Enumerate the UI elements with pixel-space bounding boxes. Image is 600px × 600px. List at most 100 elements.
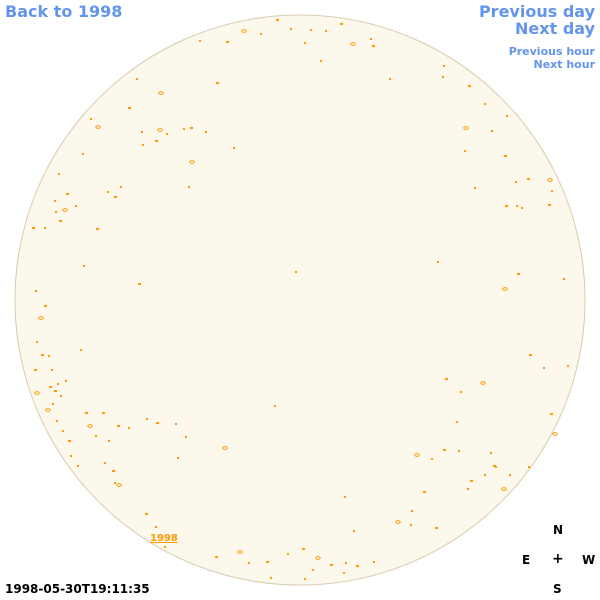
object-marker (468, 85, 471, 87)
object-marker (410, 524, 412, 526)
object-marker (155, 140, 158, 142)
previous-day-link[interactable]: Previous day (478, 2, 595, 21)
object-marker (114, 196, 117, 198)
object-markers (32, 19, 569, 580)
object-marker (41, 354, 44, 356)
object-marker (516, 205, 518, 207)
object-marker (44, 305, 47, 307)
object-marker (96, 228, 99, 230)
object-marker (260, 33, 262, 35)
object-marker (330, 564, 333, 566)
object-marker (502, 287, 508, 291)
object-marker (68, 440, 71, 442)
object-marker (112, 470, 115, 472)
object-marker (85, 412, 88, 414)
object-marker (52, 403, 54, 405)
object-marker (62, 430, 64, 432)
compass-east: E (522, 553, 531, 567)
object-marker (164, 546, 166, 548)
object-marker (233, 147, 235, 149)
object-marker (146, 418, 148, 420)
object-marker (484, 103, 486, 105)
object-marker (45, 408, 51, 412)
object-marker (70, 455, 72, 457)
object-marker (290, 28, 292, 30)
object-marker (389, 78, 391, 80)
object-marker (563, 278, 565, 280)
object-marker (344, 496, 346, 498)
object-marker (62, 208, 68, 212)
object-marker (474, 187, 476, 189)
object-marker (65, 380, 67, 382)
object-marker (552, 432, 558, 436)
object-marker (116, 483, 122, 487)
object-marker (437, 261, 439, 263)
object-marker (548, 204, 551, 206)
object-marker (56, 420, 58, 422)
timestamp-label: 1998-05-30T19:11:35 (5, 582, 150, 596)
object-marker (463, 126, 469, 130)
object-marker (445, 378, 448, 380)
object-marker (48, 355, 50, 357)
object-marker (505, 205, 508, 207)
object-marker (521, 207, 523, 209)
object-marker (107, 191, 109, 193)
object-marker (120, 186, 122, 188)
object-marker (82, 153, 84, 155)
compass-south: S (553, 582, 562, 596)
object-marker (490, 452, 492, 454)
object-marker (128, 107, 131, 109)
object-marker (205, 131, 207, 133)
object-marker (464, 150, 466, 152)
object-marker (470, 480, 473, 482)
object-marker (527, 178, 530, 180)
object-marker (460, 391, 462, 393)
object-marker (138, 283, 141, 285)
object-marker (155, 526, 157, 528)
object-marker (34, 391, 40, 395)
object-marker (75, 205, 77, 207)
object-marker (315, 556, 321, 560)
object-marker (517, 273, 520, 275)
next-hour-link[interactable]: Next hour (533, 58, 596, 71)
object-marker (55, 211, 57, 213)
object-marker (60, 395, 62, 397)
object-marker (117, 425, 120, 427)
object-marker (54, 200, 56, 202)
previous-hour-link[interactable]: Previous hour (508, 45, 595, 58)
object-marker (190, 127, 193, 129)
object-marker (158, 91, 164, 95)
object-marker (345, 562, 347, 564)
object-marker (442, 76, 444, 78)
back-to-year-link[interactable]: Back to 1998 (5, 2, 123, 21)
object-marker (44, 227, 46, 229)
object-marker (83, 265, 85, 267)
object-marker (226, 41, 229, 43)
object-marker (443, 65, 445, 67)
object-marker (59, 220, 62, 222)
object-marker (145, 513, 148, 515)
object-marker (340, 23, 343, 25)
object-marker (304, 578, 306, 580)
object-marker (241, 29, 247, 33)
object-marker (199, 40, 201, 42)
object-marker (295, 271, 297, 273)
object-marker (108, 440, 110, 442)
object-marker (189, 160, 195, 164)
object-marker (431, 458, 433, 460)
object-marker (443, 449, 446, 451)
object-marker (142, 144, 144, 146)
object-marker (114, 482, 116, 484)
object-marker (353, 530, 355, 532)
object-marker (57, 383, 59, 385)
object-marker (95, 435, 97, 437)
year-link[interactable]: 1998 (150, 533, 178, 544)
object-marker (215, 556, 218, 558)
object-marker (36, 341, 38, 343)
next-day-link[interactable]: Next day (515, 19, 595, 38)
object-marker (304, 42, 306, 44)
object-marker (248, 562, 250, 564)
object-marker (350, 42, 356, 46)
object-marker (547, 178, 553, 182)
